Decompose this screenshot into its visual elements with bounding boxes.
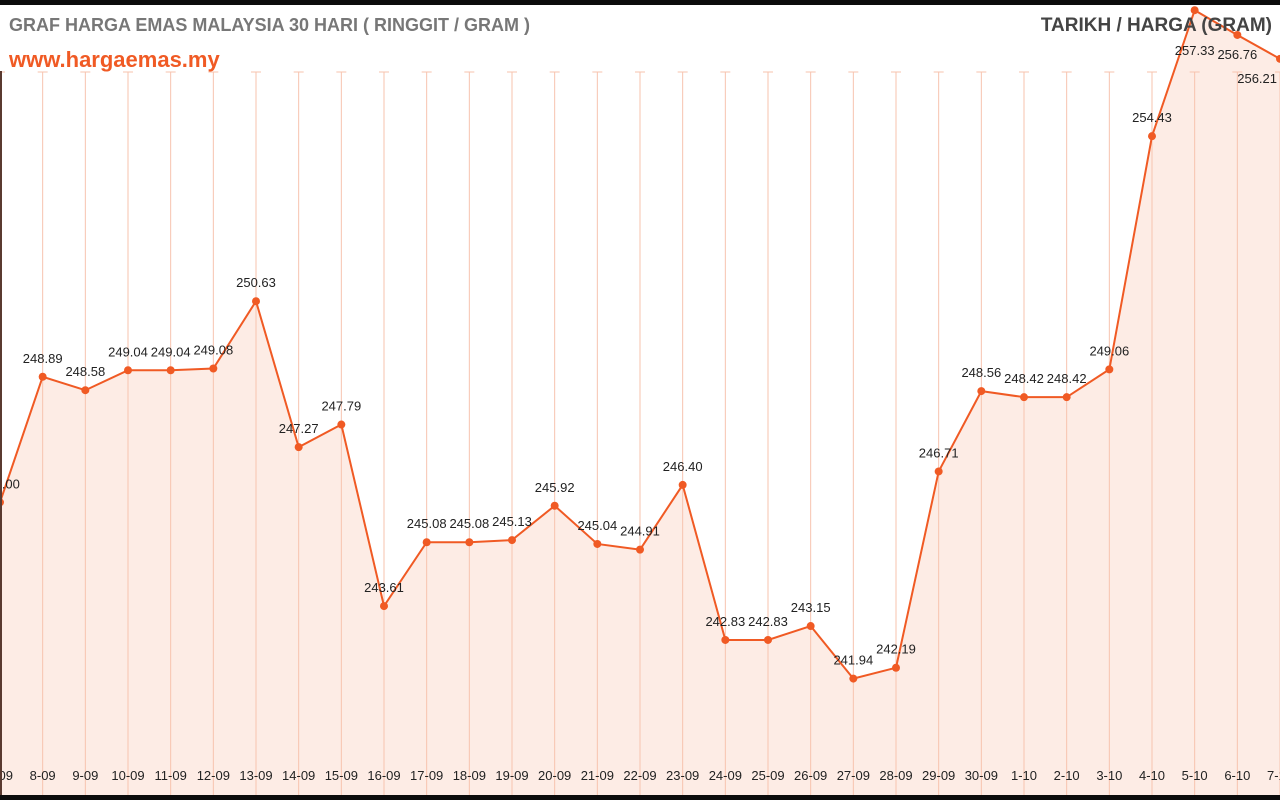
x-tick-label: 30-09 <box>965 768 998 783</box>
data-label: 246.40 <box>663 459 703 474</box>
data-point <box>294 443 303 452</box>
data-label: 249.04 <box>108 344 148 359</box>
data-point <box>593 539 602 548</box>
data-label: 243.61 <box>364 580 404 595</box>
data-point <box>1062 393 1071 402</box>
data-point <box>508 536 516 545</box>
data-point <box>166 366 175 375</box>
data-point <box>721 635 730 644</box>
data-point <box>892 663 900 672</box>
data-label: 245.13 <box>492 514 532 529</box>
data-label: 242.19 <box>876 642 916 657</box>
data-point <box>550 501 559 510</box>
data-point <box>806 622 815 631</box>
chart-legend: TARIKH / HARGA (GRAM) <box>1040 15 1272 36</box>
data-label: 246.71 <box>919 445 959 460</box>
data-point <box>81 386 90 395</box>
x-tick-label: 8-09 <box>30 768 56 783</box>
data-point <box>678 480 687 489</box>
data-label: 249.08 <box>193 343 233 358</box>
data-label: 248.42 <box>1004 371 1044 386</box>
x-tick-label: 18-09 <box>453 768 486 783</box>
x-tick-label: 6-10 <box>1224 768 1250 783</box>
data-point <box>1148 132 1156 141</box>
data-point <box>1105 365 1114 374</box>
x-tick-label: 3-10 <box>1096 768 1122 783</box>
x-tick-label: 10-09 <box>111 768 144 783</box>
data-label: 256.76 <box>1217 47 1257 62</box>
data-label: 247.79 <box>321 399 361 414</box>
data-label: 242.83 <box>748 614 788 629</box>
data-point <box>764 635 772 644</box>
x-tick-label: 21-09 <box>581 768 614 783</box>
data-label: 249.04 <box>151 344 191 359</box>
x-tick-label: 16-09 <box>367 768 400 783</box>
x-tick-label: 20-09 <box>538 768 571 783</box>
data-label: 254.43 <box>1132 110 1172 125</box>
x-tick-label: 1-10 <box>1011 768 1037 783</box>
data-label: 257.33 <box>1175 43 1215 58</box>
x-tick-label: 19-09 <box>495 768 528 783</box>
data-point <box>252 297 260 306</box>
x-tick-label: 29-09 <box>922 768 955 783</box>
data-label: 248.58 <box>65 364 105 379</box>
data-point <box>1190 6 1199 15</box>
x-tick-label: 9-09 <box>72 768 98 783</box>
data-point <box>1020 393 1028 402</box>
data-label: 243.15 <box>791 600 831 615</box>
gold-price-chart: 246.00248.89248.58249.04249.04249.08250.… <box>0 6 1280 795</box>
x-tick-label: 27-09 <box>837 768 870 783</box>
data-label: 241.94 <box>833 653 873 668</box>
x-tick-label: 12-09 <box>197 768 230 783</box>
x-tick-label: 14-09 <box>282 768 315 783</box>
data-point <box>209 364 218 373</box>
data-label: 244.91 <box>620 524 660 539</box>
x-tick-label: 13-09 <box>239 768 272 783</box>
chart-container: 246.00248.89248.58249.04249.04249.08250.… <box>0 5 1280 795</box>
x-tick-label: 17-09 <box>410 768 443 783</box>
data-point <box>977 387 986 396</box>
data-point <box>1233 30 1242 39</box>
data-label: 245.04 <box>577 518 617 533</box>
data-point <box>636 545 644 554</box>
data-point <box>38 372 47 381</box>
left-axis-line <box>0 71 2 795</box>
x-tick-label: 11-09 <box>155 768 187 783</box>
x-tick-label: 26-09 <box>794 768 827 783</box>
x-tick-label: 15-09 <box>325 768 358 783</box>
x-tick-label: 23-09 <box>666 768 699 783</box>
data-point <box>337 420 346 429</box>
x-tick-label: 28-09 <box>879 768 912 783</box>
data-point <box>380 602 388 611</box>
data-point <box>422 538 431 547</box>
data-label: 249.06 <box>1089 343 1129 358</box>
data-label: 246.00 <box>0 476 20 491</box>
x-tick-label: 5-10 <box>1182 768 1208 783</box>
x-tick-label: 4-10 <box>1139 768 1165 783</box>
data-point <box>849 674 858 683</box>
area-fill <box>0 10 1280 795</box>
site-link[interactable]: www.hargaemas.my <box>9 47 220 72</box>
data-point <box>934 467 943 476</box>
data-label: 248.56 <box>961 365 1001 380</box>
x-tick-label: 24-09 <box>709 768 742 783</box>
data-label: 245.92 <box>535 480 575 495</box>
data-label: 247.27 <box>279 421 319 436</box>
data-point <box>1276 54 1280 63</box>
data-point <box>124 366 132 375</box>
chart-title: GRAF HARGA EMAS MALAYSIA 30 HARI ( RINGG… <box>9 15 531 35</box>
data-label: 248.42 <box>1047 371 1087 386</box>
x-tick-label: 7-10 <box>1267 768 1280 783</box>
data-label: 256.21 <box>1237 71 1277 86</box>
data-label: 248.89 <box>23 351 63 366</box>
x-tick-label: 2-10 <box>1054 768 1080 783</box>
data-label: 250.63 <box>236 275 276 290</box>
data-point <box>465 538 474 547</box>
x-tick-label: 22-09 <box>623 768 656 783</box>
data-label: 245.08 <box>407 516 447 531</box>
data-label: 245.08 <box>449 516 489 531</box>
data-label: 242.83 <box>705 614 745 629</box>
x-tick-label: 25-09 <box>751 768 784 783</box>
x-tick-label: 7-09 <box>0 768 13 783</box>
